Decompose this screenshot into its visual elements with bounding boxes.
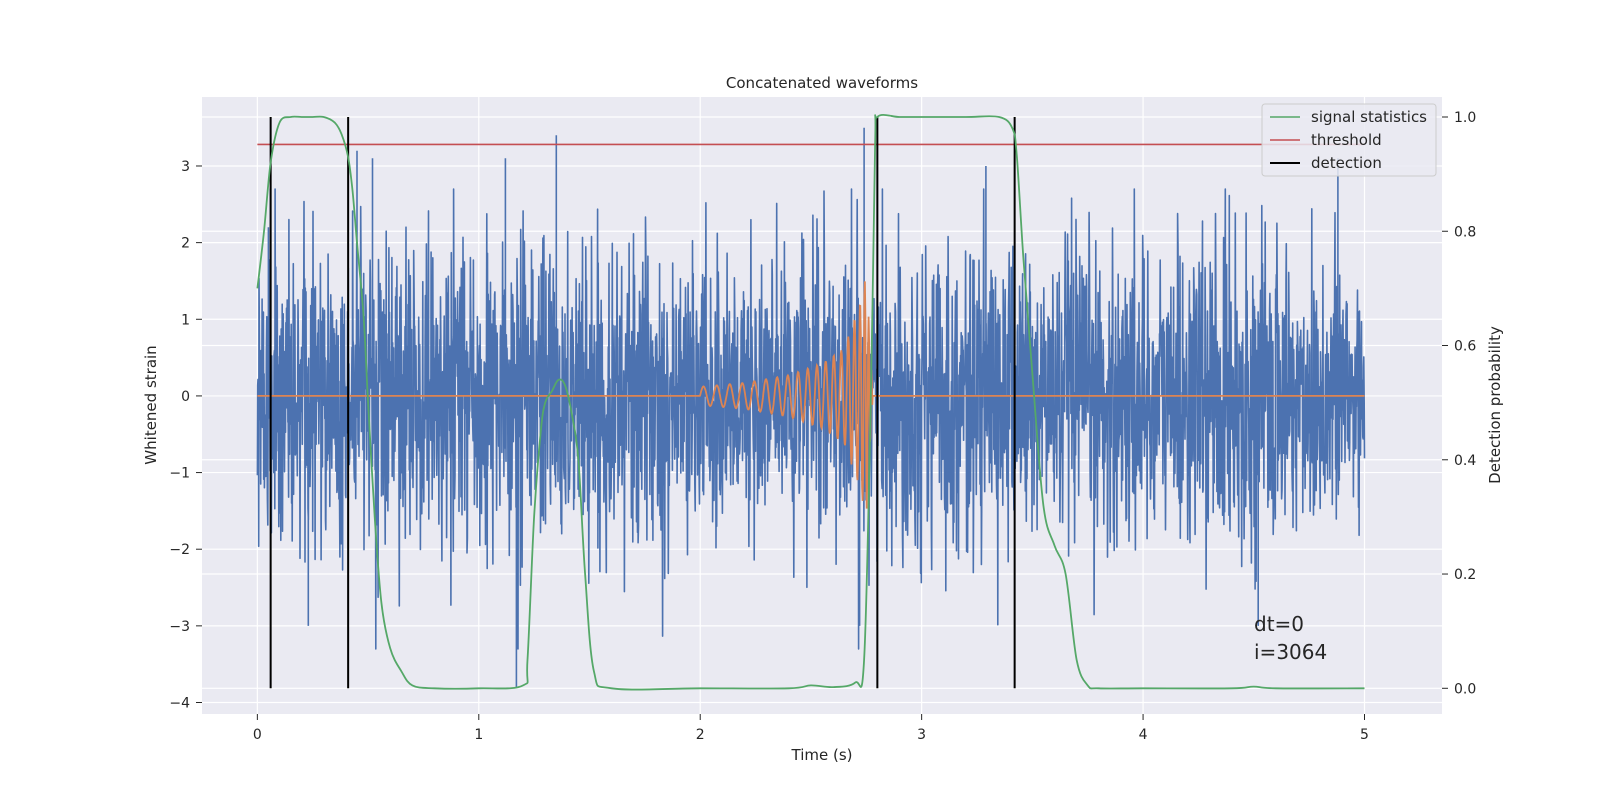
chirp-series-path (257, 281, 1365, 509)
legend-box (1261, 103, 1437, 177)
y-tick-label-left: −2 (169, 542, 190, 558)
y-tick-label-left: −3 (169, 619, 190, 635)
noise-series-path (256, 127, 1366, 688)
legend: signal statistics threshold detection (1261, 103, 1437, 177)
y-tick-label-left: 2 (181, 236, 190, 252)
y-tick-label-right: 0.2 (1454, 567, 1476, 583)
legend-label-threshold: threshold (1311, 131, 1382, 149)
y-tick-label-left: −4 (169, 696, 190, 712)
y-tick-label-left: 1 (181, 312, 190, 328)
x-tick-label: 3 (917, 727, 926, 743)
detection-lines (269, 116, 1016, 689)
annotations: dt=0 i=3064 (1254, 612, 1327, 664)
annotation-dt: dt=0 (1254, 612, 1304, 636)
legend-label-signal-statistics: signal statistics (1311, 108, 1427, 126)
y-tick-label-right: 1.0 (1454, 110, 1476, 126)
annotation-i: i=3064 (1254, 640, 1327, 664)
x-tick-label: 0 (253, 727, 262, 743)
chirp-waveform (257, 281, 1365, 509)
y-tick-label-right: 0.6 (1454, 339, 1476, 355)
x-axis-label: Time (s) (791, 746, 853, 764)
signal-statistics-line (256, 113, 1365, 691)
y-axis-label-left: Whitened strain (142, 345, 160, 464)
y-tick-label-left: −1 (169, 466, 190, 482)
y-tick-label-left: 3 (181, 159, 190, 175)
noise-waveform (256, 127, 1366, 688)
x-tick-label: 2 (696, 727, 705, 743)
y-tick-label-right: 0.8 (1454, 224, 1476, 240)
y-tick-label-left: 0 (181, 389, 190, 405)
chart-title: Concatenated waveforms (726, 74, 918, 92)
signal-statistics-path (256, 113, 1365, 691)
y-axis-label-right: Detection probability (1486, 326, 1504, 484)
y-tick-label-right: 0.0 (1454, 681, 1476, 697)
x-tick-label: 1 (474, 727, 483, 743)
x-tick-label: 4 (1139, 727, 1148, 743)
axes-ticks: 0 1 2 3 4 5 3 2 1 0 −1 −2 −3 −4 1.0 0.8 0.6 0.4 0.2 0.0 (169, 110, 1476, 743)
legend-label-detection: detection (1311, 154, 1382, 172)
y-tick-label-right: 0.4 (1454, 453, 1476, 469)
x-tick-label: 5 (1360, 727, 1369, 743)
